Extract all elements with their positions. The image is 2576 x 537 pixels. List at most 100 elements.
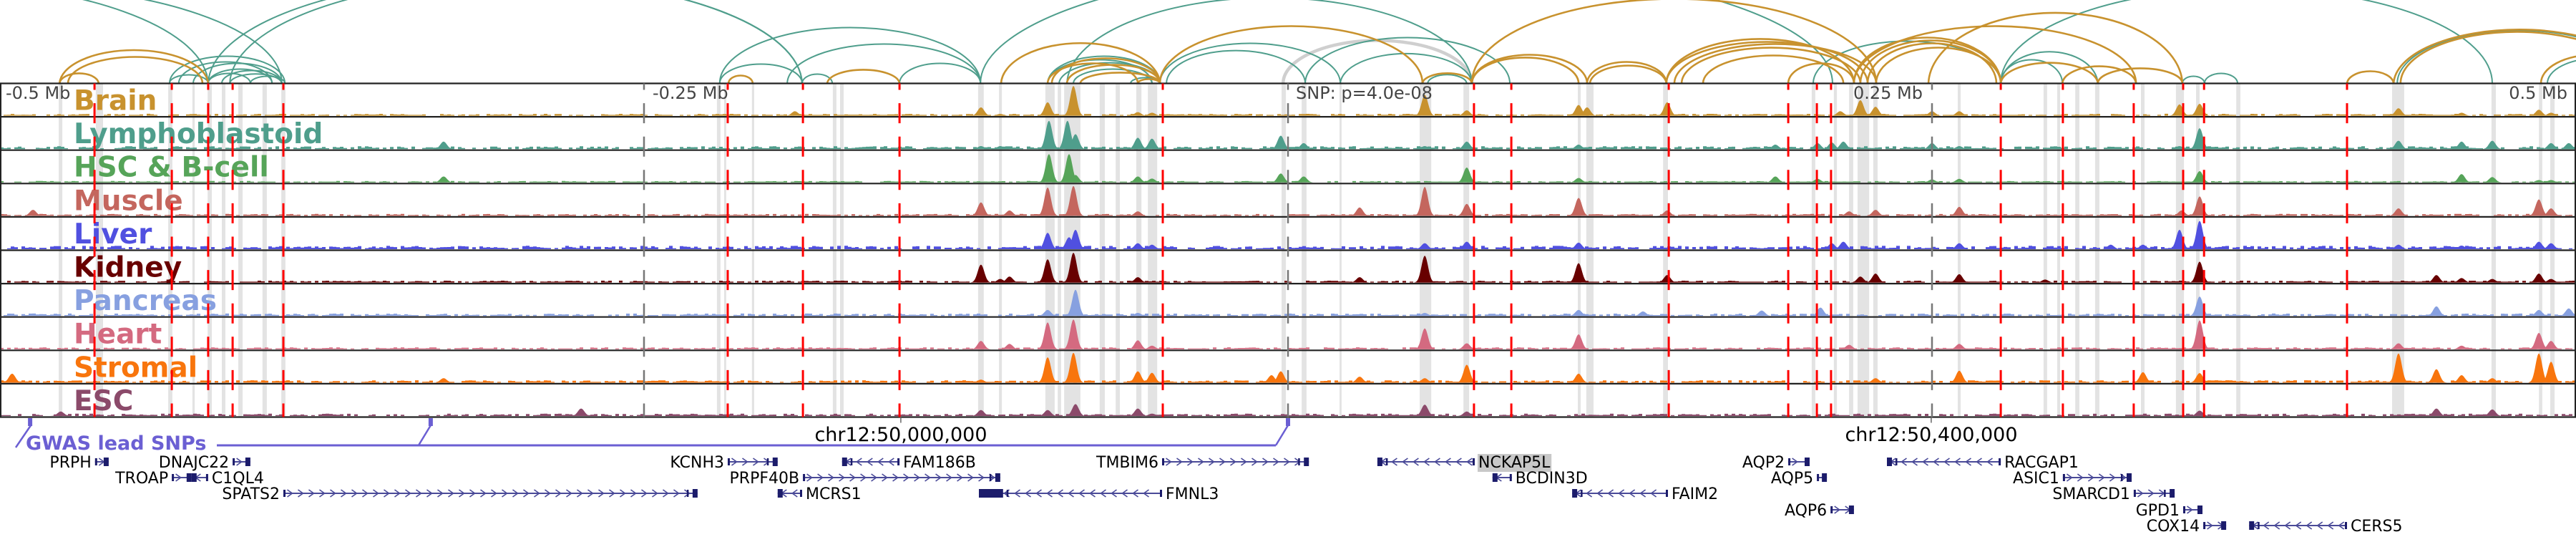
strand-arrow-right-icon xyxy=(1273,458,1279,466)
signal-peak xyxy=(1414,378,1435,383)
strand-arrow-left-icon xyxy=(1650,489,1657,498)
gene-exon-5prime xyxy=(1830,506,1833,513)
signal-peak xyxy=(2451,141,2472,150)
loop-arc-brain xyxy=(1421,72,1473,84)
signal-peak xyxy=(433,141,454,150)
loop-arc-lymphoblastoid xyxy=(1427,74,1468,84)
strand-arrow-right-icon xyxy=(577,489,583,498)
signal-peak xyxy=(1568,373,1589,383)
loop-arc-brain xyxy=(1589,64,1668,84)
loop-arc-lymphoblastoid xyxy=(207,0,803,84)
gene-exon-5prime xyxy=(172,474,175,481)
strand-arrow-right-icon xyxy=(448,489,454,498)
loop-arc-brain xyxy=(1665,41,1869,84)
signal-peak xyxy=(2169,146,2190,150)
strand-arrow-right-icon xyxy=(1252,458,1258,466)
gene-exon-3prime xyxy=(2221,521,2227,530)
gene-asic1: ASIC1 xyxy=(2013,470,2132,488)
axis-label-right: 0.5 Mb xyxy=(2509,83,2567,103)
loop-arc-brain xyxy=(67,56,204,84)
signal-peak xyxy=(2558,308,2576,316)
signal-baseline xyxy=(0,347,2572,349)
loop-arc-brain xyxy=(1702,54,1845,84)
strand-arrow-right-icon xyxy=(673,489,680,498)
gene-exon-5prime xyxy=(2062,474,2065,481)
signal-peak xyxy=(970,379,992,383)
loop-arc-brain xyxy=(1470,0,1878,84)
signal-peak xyxy=(1865,210,1886,216)
strand-arrow-right-icon xyxy=(469,489,476,498)
signal-peak xyxy=(1063,319,1084,349)
signal-peak xyxy=(2189,171,2210,183)
strand-arrow-left-icon xyxy=(1434,458,1440,466)
gene-label: SMARCD1 xyxy=(2052,485,2130,503)
signal-peak xyxy=(1414,328,1435,349)
gene-exon-5prime xyxy=(1509,474,1512,481)
strand-arrow-left-icon xyxy=(1423,458,1430,466)
signal-peak xyxy=(1141,413,1163,416)
gene-exon-5prime xyxy=(2183,506,2185,513)
strand-arrow-left-icon xyxy=(1089,489,1096,498)
gene-label: ASIC1 xyxy=(2013,470,2059,488)
strand-arrow-left-icon xyxy=(2338,521,2345,530)
signal-peak xyxy=(2482,378,2503,383)
gene-label: COX14 xyxy=(2147,518,2200,536)
loop-arc-brain xyxy=(58,72,100,84)
loop-arc-brain xyxy=(1000,42,1161,84)
gene-exon-3prime xyxy=(1377,458,1382,466)
gene-smarcd1: SMARCD1 xyxy=(2052,485,2175,503)
signal-peak xyxy=(1293,176,1314,183)
strand-arrow-right-icon xyxy=(2087,473,2094,482)
loop-arc-lymphoblastoid xyxy=(229,73,283,84)
signal-peak xyxy=(1127,137,1148,150)
signal-peak xyxy=(2528,353,2550,383)
loop-arc-brain xyxy=(1875,47,2002,84)
signal-peak xyxy=(2189,221,2210,249)
signal-peak xyxy=(2388,208,2409,216)
signal-peak xyxy=(1568,309,1589,316)
strand-arrow-right-icon xyxy=(663,489,669,498)
signal-peak xyxy=(1065,175,1086,183)
gene-troap: TROAP xyxy=(114,470,192,488)
loop-arc-lymphoblastoid xyxy=(718,26,982,84)
signal-peak xyxy=(1058,154,1080,183)
gwas-lead-snps-label: GWAS lead SNPs xyxy=(26,432,206,455)
gene-exon-5prime xyxy=(800,490,802,497)
signal-peak xyxy=(2451,278,2472,283)
signal-peak xyxy=(1865,378,1886,383)
gene-label: RACGAP1 xyxy=(2004,454,2079,472)
lead-snp-label: SNP: p=4.0e-08 xyxy=(1296,83,1433,103)
strand-arrow-right-icon xyxy=(731,458,738,466)
signal-peak xyxy=(1141,372,1163,383)
strand-arrow-left-icon xyxy=(855,458,862,466)
signal-peak xyxy=(1456,110,1478,116)
gene-exon-3prime xyxy=(2170,489,2175,498)
signal-peak xyxy=(1037,233,1058,249)
strand-arrow-right-icon xyxy=(1198,458,1204,466)
signal-peak xyxy=(1414,187,1435,216)
signal-peak xyxy=(2451,112,2472,116)
signal-peak xyxy=(1270,135,1292,150)
strand-arrow-left-icon xyxy=(1911,458,1918,466)
strand-arrow-right-icon xyxy=(351,489,358,498)
strand-arrow-left-icon xyxy=(791,489,798,498)
gene-exon xyxy=(1385,458,1388,465)
strand-arrow-right-icon xyxy=(924,473,931,482)
gene-label: FAIM2 xyxy=(1672,485,1718,503)
signal-peak xyxy=(2426,275,2447,283)
signal-peak xyxy=(1456,411,1478,416)
gene-exon-5prime xyxy=(283,490,286,497)
axis-label-right-mid: 0.25 Mb xyxy=(1853,83,1923,103)
strand-arrow-right-icon xyxy=(620,489,626,498)
loop-arc-lymphoblastoid xyxy=(82,0,209,84)
gwas-snp-marker xyxy=(428,418,433,426)
strand-arrow-right-icon xyxy=(1209,458,1215,466)
strand-arrow-right-icon xyxy=(860,473,867,482)
strand-arrow-left-icon xyxy=(1466,458,1473,466)
loop-arc-lymphoblastoid xyxy=(168,74,209,84)
signal-peak xyxy=(1065,404,1086,416)
signal-peak xyxy=(1293,142,1314,150)
gwas-snp-marker xyxy=(28,418,33,426)
gene-cox14: COX14 xyxy=(2147,518,2227,536)
signal-peak xyxy=(1037,357,1058,383)
